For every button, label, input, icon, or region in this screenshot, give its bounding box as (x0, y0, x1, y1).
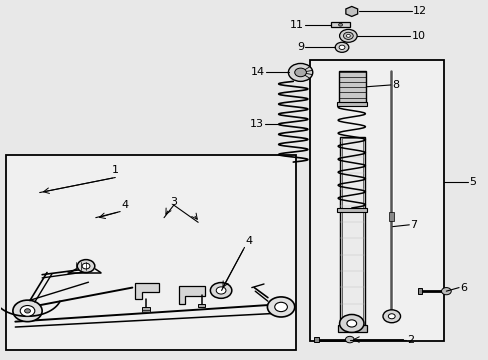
Text: 5: 5 (468, 177, 475, 187)
Text: 1: 1 (112, 165, 119, 175)
Circle shape (267, 297, 294, 317)
Circle shape (24, 309, 30, 313)
Circle shape (13, 300, 42, 321)
Bar (5, 155, 295, 350)
Circle shape (387, 314, 394, 319)
Text: 13: 13 (249, 120, 264, 129)
Bar (142, 310, 150, 312)
Circle shape (343, 32, 352, 40)
Text: 2: 2 (407, 334, 414, 345)
Circle shape (334, 42, 348, 52)
Text: 6: 6 (460, 283, 467, 293)
Text: 4: 4 (245, 236, 252, 246)
Text: 9: 9 (296, 42, 304, 52)
Circle shape (382, 310, 400, 323)
Bar (336, 208, 366, 212)
Circle shape (82, 263, 90, 269)
Text: 7: 7 (409, 220, 417, 230)
Circle shape (338, 45, 344, 49)
Bar (197, 304, 205, 307)
Text: 11: 11 (289, 20, 304, 30)
Circle shape (339, 30, 356, 42)
Circle shape (346, 35, 349, 37)
Circle shape (441, 288, 450, 295)
Circle shape (294, 68, 306, 77)
Text: 4: 4 (122, 200, 128, 210)
Bar (330, 22, 349, 27)
Circle shape (346, 320, 356, 327)
Circle shape (288, 63, 312, 81)
Circle shape (20, 306, 35, 316)
Text: 14: 14 (250, 67, 264, 77)
Circle shape (345, 336, 353, 343)
Text: 3: 3 (170, 197, 177, 207)
Bar (337, 324, 366, 332)
Bar (336, 102, 366, 106)
Text: 10: 10 (411, 31, 425, 41)
Text: 12: 12 (412, 6, 426, 17)
Bar (338, 71, 366, 103)
Polygon shape (345, 6, 357, 17)
Polygon shape (178, 286, 205, 305)
Polygon shape (135, 283, 159, 300)
Circle shape (339, 315, 363, 332)
Bar (142, 307, 150, 311)
Circle shape (274, 302, 287, 312)
Bar (341, 138, 362, 324)
Circle shape (216, 287, 225, 294)
Bar (417, 288, 422, 294)
Bar (339, 137, 364, 325)
Bar (388, 212, 393, 221)
Bar (314, 337, 319, 342)
Text: 8: 8 (391, 80, 398, 90)
Circle shape (77, 260, 95, 273)
Circle shape (210, 283, 231, 298)
Bar (310, 60, 444, 341)
Circle shape (338, 23, 342, 26)
